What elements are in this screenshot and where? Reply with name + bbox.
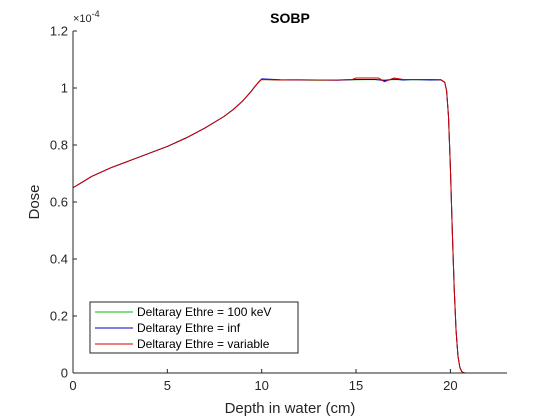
chart-title: SOBP <box>270 10 310 26</box>
y-tick-label: 1 <box>61 81 68 96</box>
y-axis-label: Dose <box>26 184 43 219</box>
legend-label-2: Deltaray Ethre = inf <box>137 321 241 335</box>
legend-items: Deltaray Ethre = 100 keV Deltaray Ethre =… <box>95 305 271 351</box>
legend: Deltaray Ethre = 100 keV Deltaray Ethre =… <box>89 301 299 354</box>
x-ticks: 0 5 10 15 20 <box>69 369 458 393</box>
x-tick-label: 10 <box>254 378 268 393</box>
x-tick-label: 5 <box>164 378 171 393</box>
y-tick-label: 0.2 <box>50 309 68 324</box>
legend-label-3: Deltaray Ethre = variable <box>137 337 270 351</box>
y-tick-label: 0.8 <box>50 138 68 153</box>
x-tick-label: 0 <box>69 378 76 393</box>
legend-label-1: Deltaray Ethre = 100 keV <box>137 305 271 319</box>
series-layer <box>72 77 507 374</box>
x-tick-label: 20 <box>443 378 457 393</box>
y-tick-label: 0 <box>61 366 68 381</box>
y-ticks: 0 0.2 0.4 0.6 0.8 1 1.2 <box>50 24 77 381</box>
y-exponent-label: ×10-4 <box>73 9 100 25</box>
y-tick-label: 0.4 <box>50 252 68 267</box>
x-tick-label: 15 <box>349 378 363 393</box>
y-tick-label: 0.6 <box>50 195 68 210</box>
series-line-3 <box>72 77 507 374</box>
y-tick-label: 1.2 <box>50 24 68 39</box>
x-axis-label: Depth in water (cm) <box>225 400 356 417</box>
